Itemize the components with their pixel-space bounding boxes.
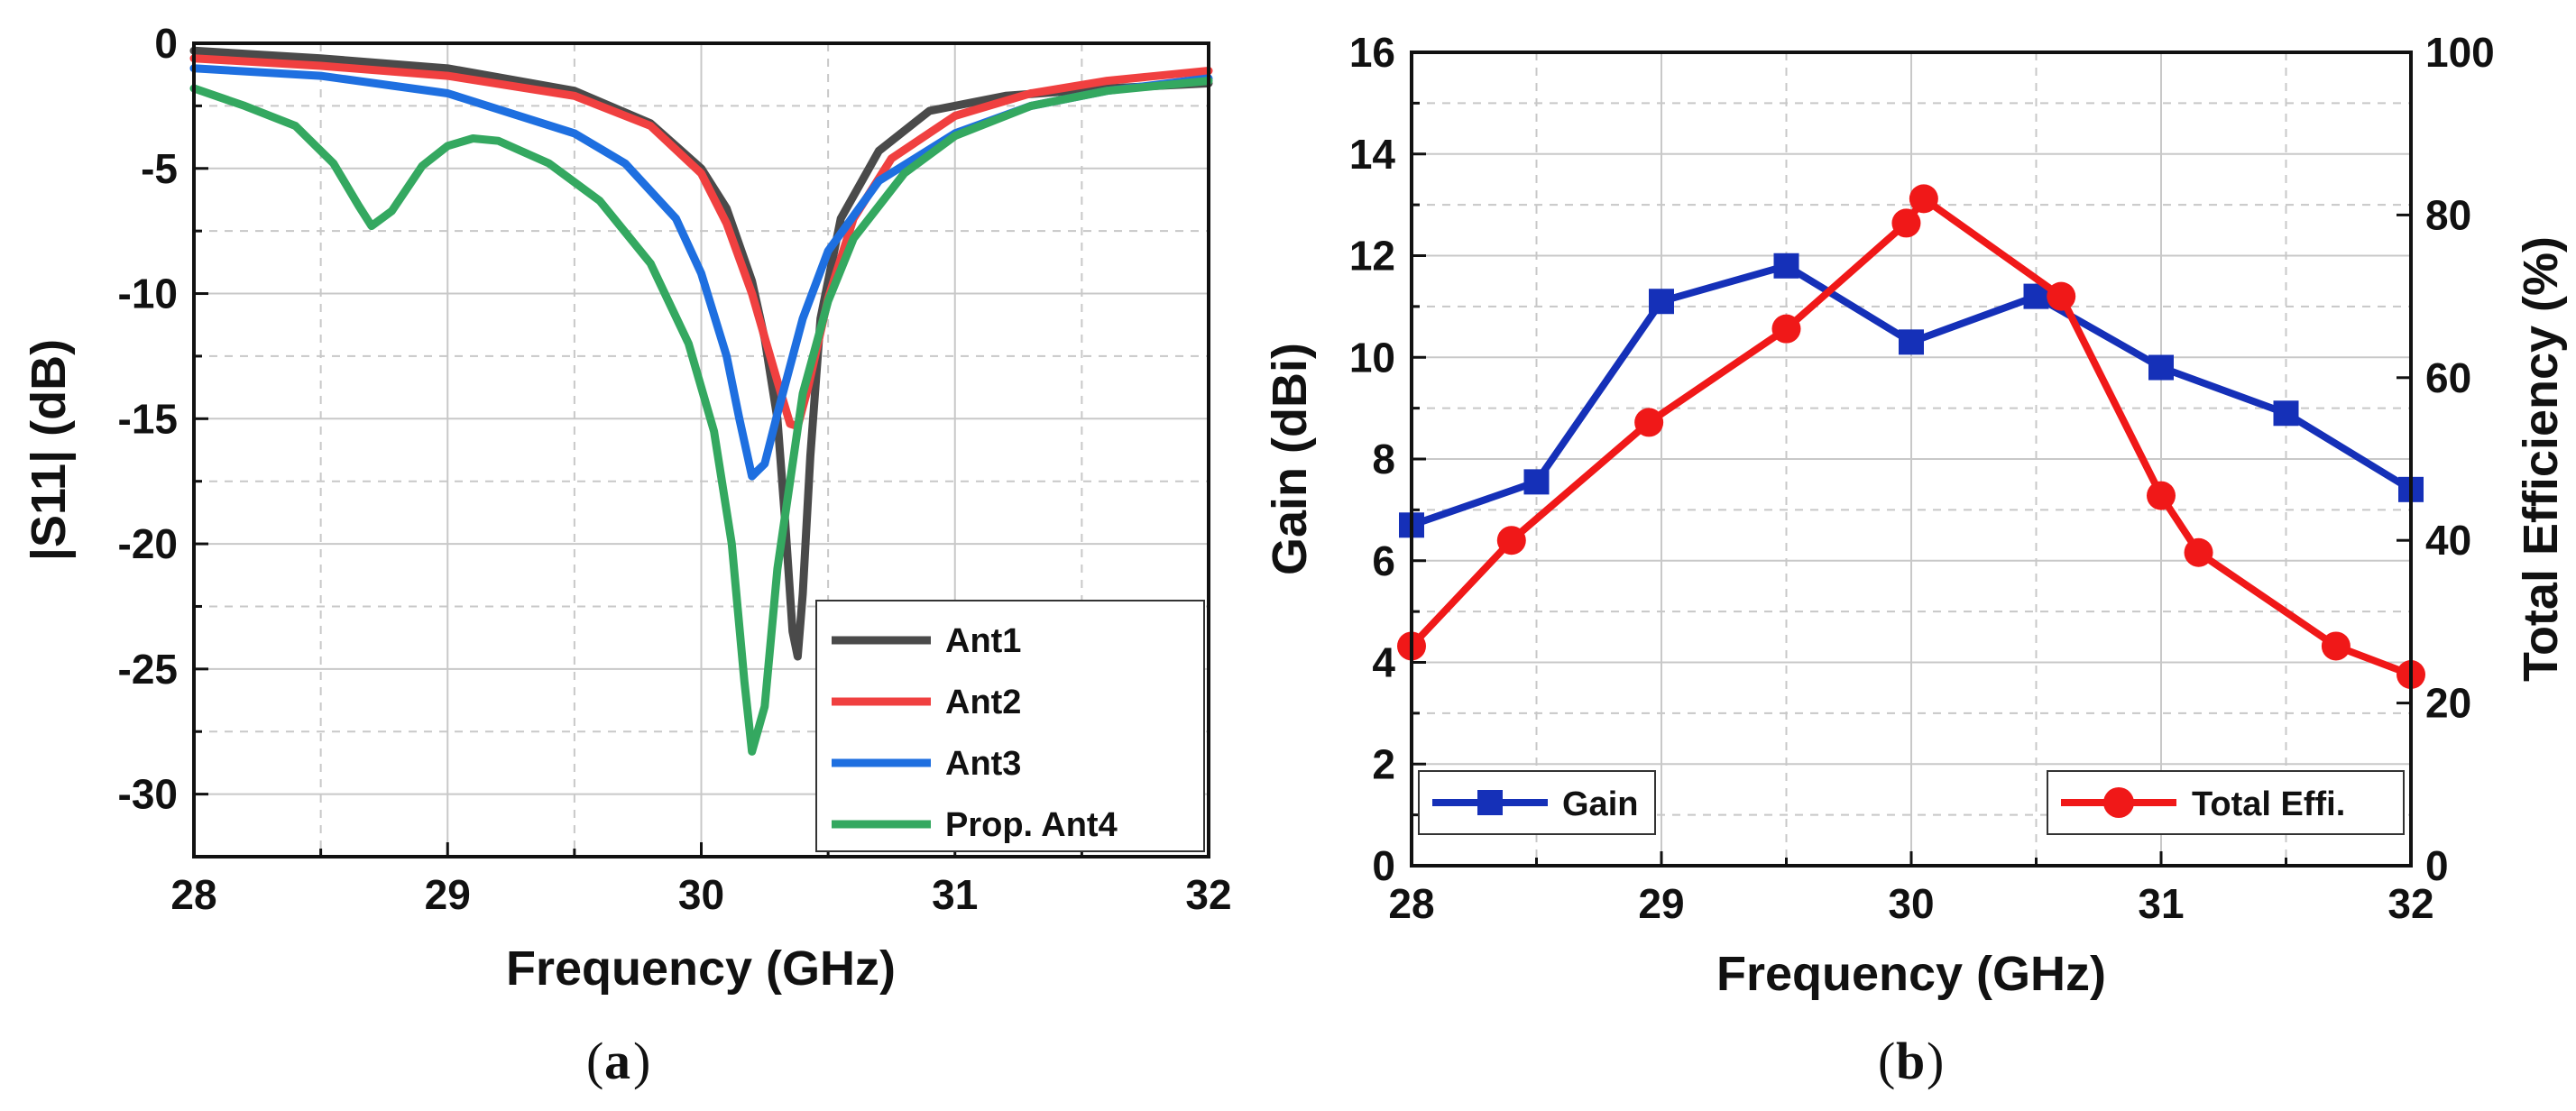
panel-b-efficiency-marker	[1634, 408, 1664, 437]
panel-b-y-tick-label: 10	[1349, 334, 1395, 381]
panel-a-x-tick-label: 30	[678, 871, 724, 918]
panel-b-efficiency-marker	[1771, 314, 1801, 344]
panel-a-series-3-line	[189, 77, 1213, 756]
panel-b-efficiency-marker	[2147, 481, 2176, 510]
panel-b-gain-marker	[1773, 252, 1799, 279]
panel-a-legend-label: Ant3	[945, 745, 1021, 783]
caption-b: ( b )	[1878, 1032, 1944, 1090]
panel-a-x-tick-label: 31	[932, 871, 978, 918]
panel-b-efficiency-marker	[2321, 631, 2351, 661]
panel-b-x-tick-label: 31	[2138, 880, 2184, 927]
panel-a-legend-label: Prop. Ant4	[945, 806, 1118, 844]
panel-b-x-tick-label: 32	[2387, 880, 2433, 927]
panel-b-y-tick-label: 16	[1349, 29, 1395, 76]
caption-a: ( a )	[586, 1032, 650, 1090]
panel-b-y-tick-label: 8	[1372, 436, 1395, 482]
panel-a-y-tick-label: -10	[118, 271, 178, 317]
panel-b-legend-marker	[1477, 790, 1503, 815]
panel-b-right-y-tick-label: 80	[2425, 191, 2471, 238]
panel-b-right-y-tick-label: 20	[2425, 680, 2471, 727]
panel-a-x-axis-label: Frequency (GHz)	[506, 941, 896, 996]
panel-a-chart: 28 29 30 31 32 0 -5 -10 -15 -20 -25 -30 Frequency (…	[22, 20, 1232, 996]
caption-a-close-paren: )	[633, 1032, 650, 1090]
panel-b-y-tick-label: 0	[1372, 842, 1395, 889]
panel-a-y-tick-label: -20	[118, 520, 178, 567]
caption-a-open-paren: (	[586, 1032, 603, 1090]
panel-b-legend-label: Total Effi.	[2192, 785, 2345, 823]
panel-b-gain-marker	[2273, 400, 2299, 427]
panel-b-right-y-tick-label: 0	[2425, 842, 2449, 889]
panel-b-legend-marker	[2103, 787, 2134, 818]
panel-b-efficiency-marker	[1909, 184, 1938, 214]
panel-a-x-tick-label: 32	[1185, 871, 1231, 918]
panel-b-y-tick-label: 4	[1372, 639, 1395, 686]
panel-b-right-y-tick-label: 40	[2425, 517, 2471, 564]
panel-a-y-tick-label: -5	[141, 145, 178, 192]
panel-b-gain-marker	[2148, 354, 2174, 381]
panel-a-y-tick-label: -30	[118, 771, 178, 818]
panel-b-y-tick-label: 6	[1372, 537, 1395, 584]
panel-a-ticks: 28 29 30 31 32 0 -5 -10 -15 -20 -25 -30	[118, 20, 1232, 918]
panel-a-x-tick-label: 28	[170, 871, 216, 918]
panel-b-gain-marker	[1899, 329, 1924, 355]
panel-b-left-y-axis-label: Gain (dBi)	[1263, 343, 1317, 575]
panel-b-right-y-tick-label: 60	[2425, 354, 2471, 401]
panel-b-series-lines	[1397, 184, 2425, 690]
panel-b-x-tick-label: 29	[1638, 880, 1684, 927]
panel-a-y-tick-label: -15	[118, 395, 178, 442]
panel-a-y-axis-label: |S11| (dB)	[22, 339, 77, 561]
panel-b-x-axis-label: Frequency (GHz)	[1716, 947, 2106, 1001]
panel-b-legends: Gain Total Effi.	[1418, 770, 2405, 835]
panel-b-efficiency-marker	[1891, 208, 1921, 238]
panel-b-gain-marker	[1649, 289, 1674, 315]
panel-a-legend: Ant1 Ant2 Ant3 Prop. Ant4	[815, 600, 1205, 852]
panel-b-efficiency-marker	[1496, 526, 1526, 556]
panel-b-y-tick-label: 14	[1349, 131, 1396, 178]
panel-b-legend-label: Gain	[1562, 785, 1638, 823]
caption-b-open-paren: (	[1878, 1032, 1895, 1090]
panel-b-efficiency-marker	[2047, 281, 2076, 311]
panel-a-legend-label: Ant2	[945, 684, 1021, 721]
panel-b-gain-marker	[1523, 469, 1550, 495]
caption-b-close-paren: )	[1927, 1032, 1944, 1090]
panel-b-x-tick-label: 28	[1388, 880, 1434, 927]
panel-a-series-lines	[189, 46, 1213, 756]
panel-b-x-tick-label: 30	[1888, 880, 1934, 927]
panel-b-y-tick-label: 2	[1372, 740, 1395, 787]
panel-a-legend-label: Ant1	[945, 622, 1021, 660]
panel-b-right-y-tick-label: 100	[2425, 29, 2495, 76]
panel-b-y-tick-label: 12	[1349, 233, 1395, 280]
panel-a-y-tick-label: -25	[118, 646, 178, 693]
panel-a-x-tick-label: 29	[425, 871, 471, 918]
caption-b-letter: b	[1896, 1032, 1925, 1090]
panel-b-efficiency-marker	[2184, 537, 2213, 567]
panel-b-grid	[1412, 52, 2411, 866]
caption-a-letter: a	[604, 1032, 630, 1090]
panel-b-right-y-axis-label: Total Efficiency (%)	[2514, 236, 2568, 682]
panel-a-y-tick-label: 0	[154, 20, 178, 67]
panel-a-series-1-line	[189, 54, 1213, 431]
